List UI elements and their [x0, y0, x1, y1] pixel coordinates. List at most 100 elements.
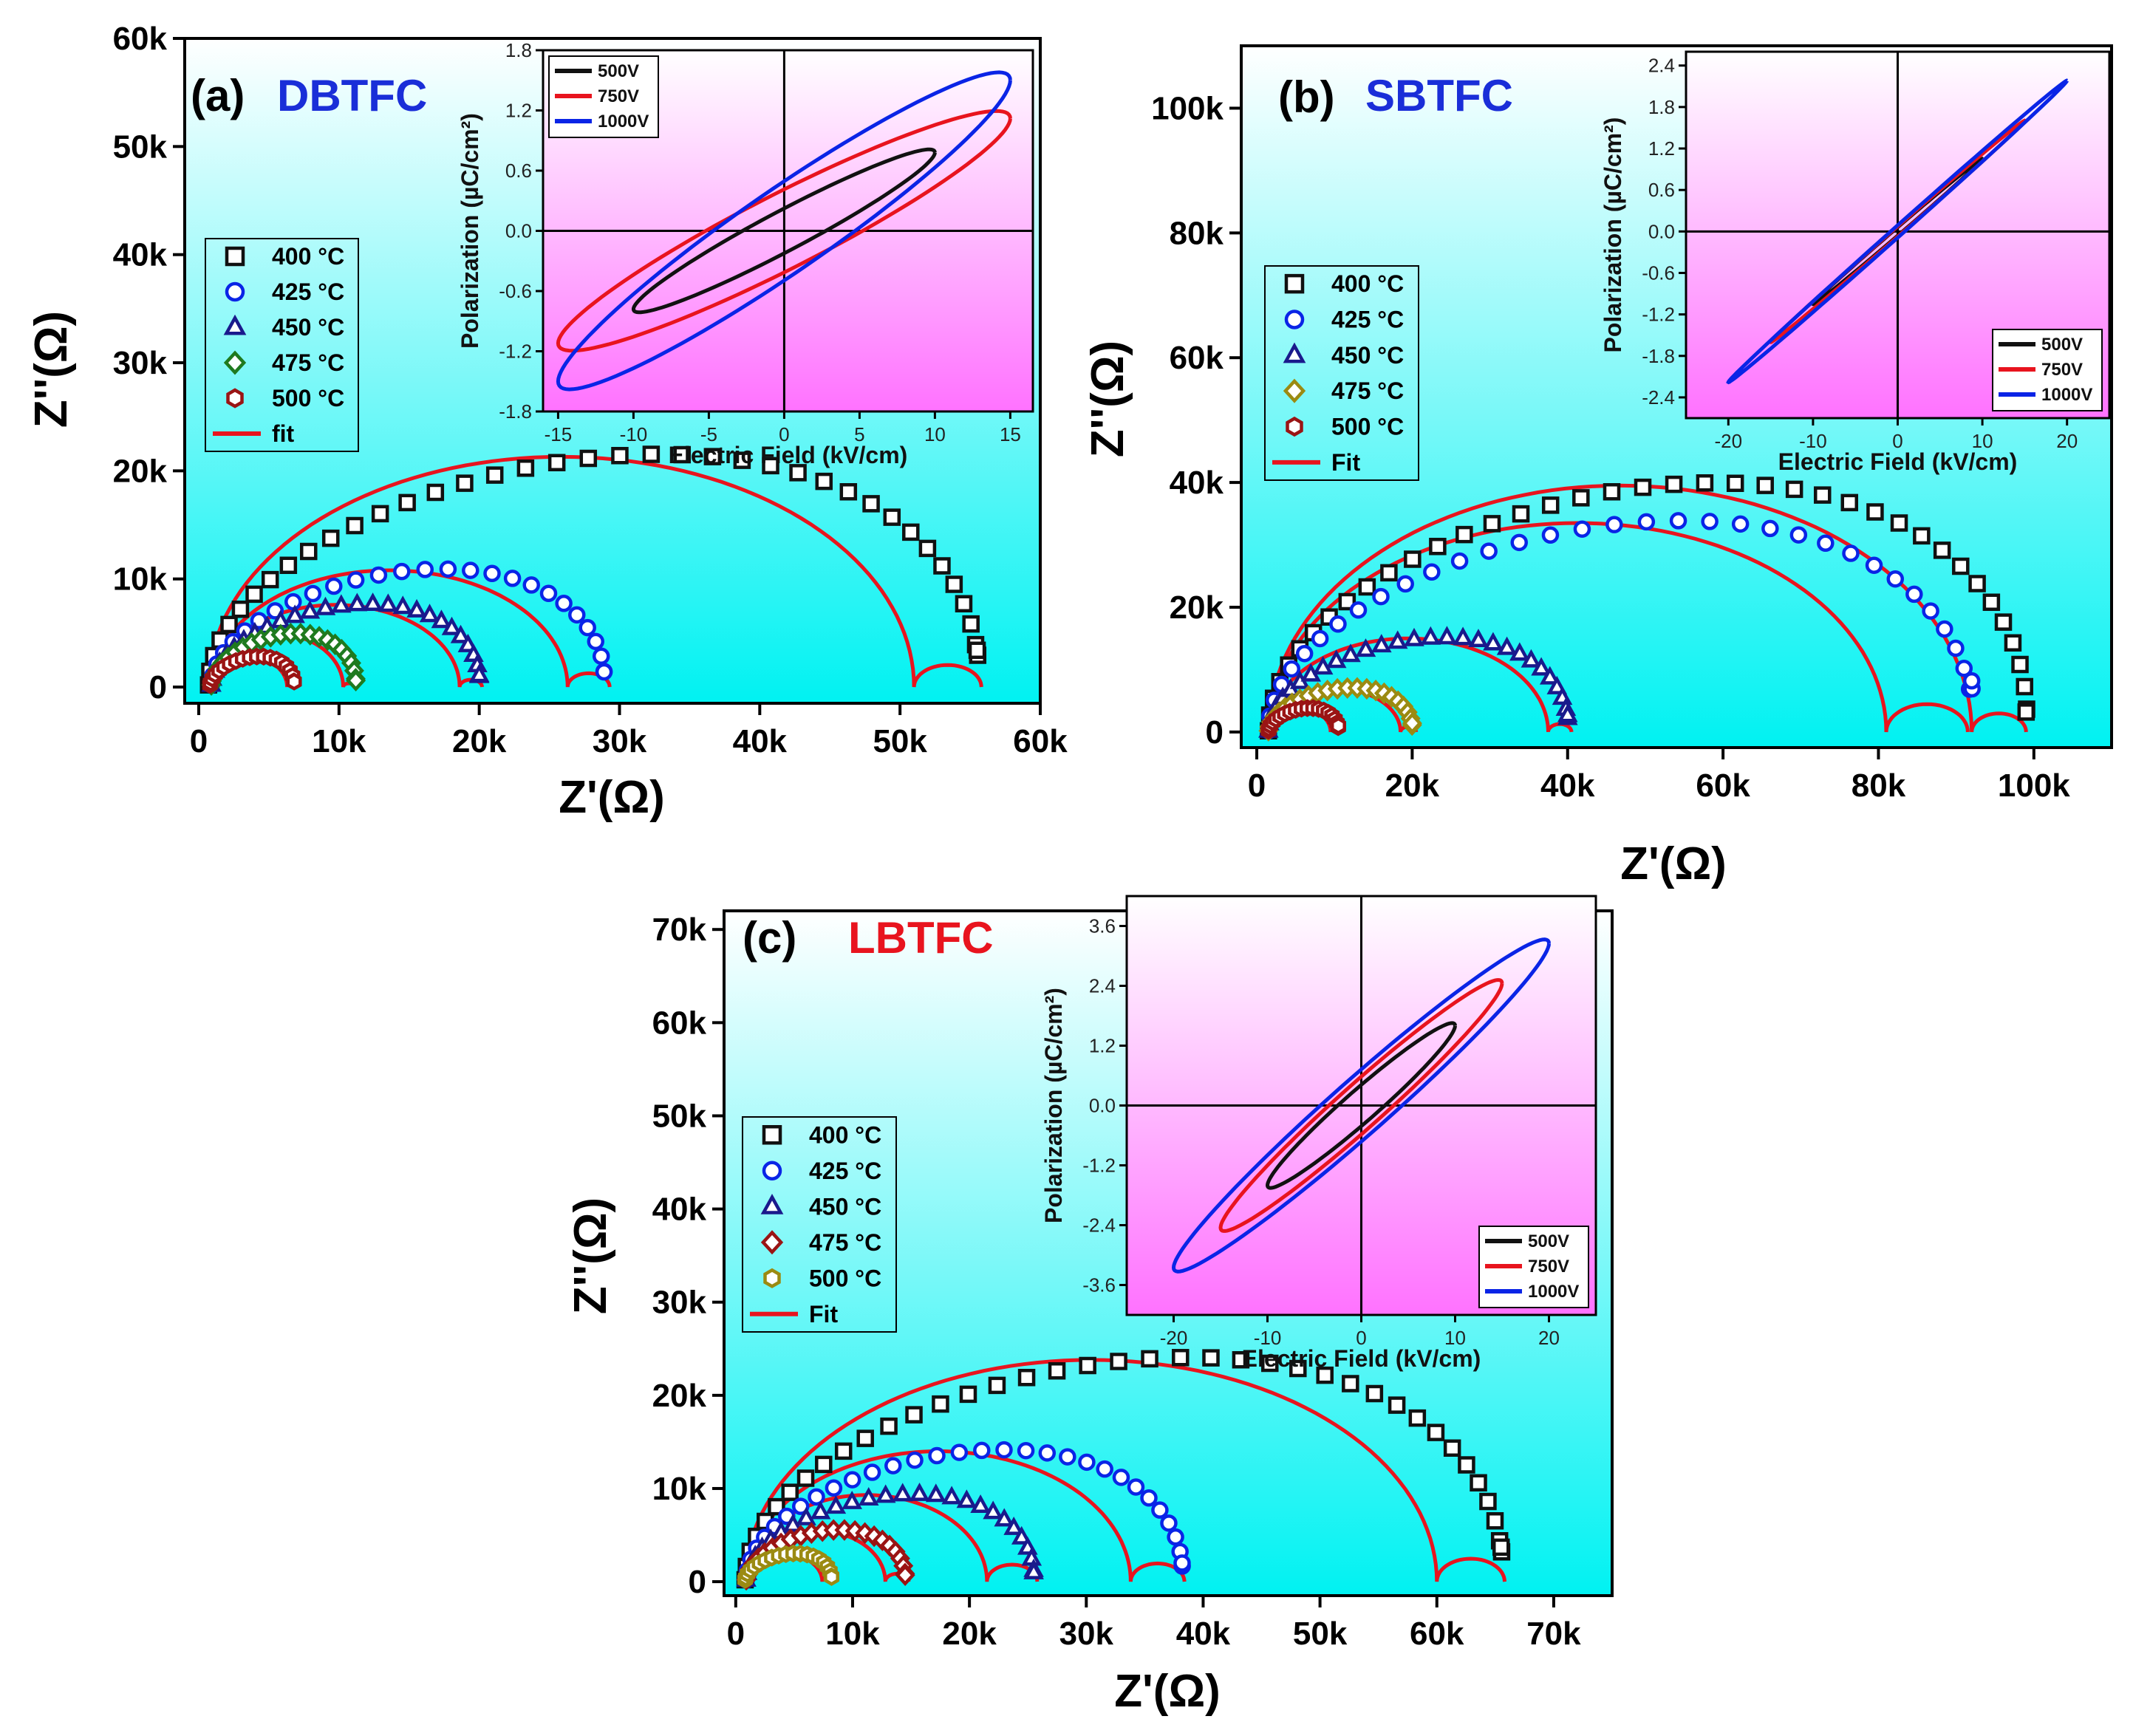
data-point [950, 1443, 969, 1461]
data-point [1761, 519, 1779, 538]
panel-material: SBTFC [1365, 71, 1513, 120]
data-point [522, 576, 540, 594]
data-point [1936, 620, 1953, 638]
data-point [1840, 493, 1858, 512]
data-point [810, 1500, 831, 1520]
inset-pe-loop: -15 -10 -5 0 5 10 15 -1.8 -1.2 -0.6 0.0 0.6 1.2 1.8 El… [457, 39, 1034, 468]
x-tick-label: 80k [1852, 768, 1906, 804]
panel-c: 0 10k 20k 30k 40k 50k 60k 70k 0 10k 20k 30k 40k 50k 60… [565, 895, 1614, 1717]
plot-frame [183, 37, 1042, 705]
inset-x-tick-label: 20 [1538, 1327, 1560, 1349]
data-point [1458, 1456, 1475, 1474]
data-point [611, 446, 629, 465]
data-point [1329, 615, 1347, 633]
data-point [1817, 534, 1835, 553]
data-point [1172, 1348, 1190, 1367]
data-point [1402, 712, 1422, 734]
inset-y-tick-label: 0.0 [1089, 1095, 1116, 1117]
data-point [1913, 527, 1931, 545]
x-tick-label: 70k [1526, 1616, 1581, 1652]
data-point [906, 1451, 924, 1469]
legend-marker [223, 350, 247, 375]
y-axis-title: Z''(Ω) [565, 1197, 616, 1314]
data-point [378, 593, 399, 612]
data-point [1866, 503, 1884, 521]
panel-b: 0 20k 40k 60k 80k 100k 0 20k 40k 60k 80k 100k Z'(Ω) Z… [1082, 44, 2113, 889]
inset-y-tick-label: -2.4 [1082, 1214, 1116, 1237]
inset-x-tick-label: 0 [1892, 430, 1902, 452]
data-point [539, 584, 558, 603]
data-point [789, 464, 807, 482]
legend-label: fit [272, 420, 295, 447]
inset-legend-label: 750V [1528, 1257, 1569, 1277]
data-point [1316, 1366, 1334, 1384]
panel-material: LBTFC [848, 913, 994, 963]
pe-loop-500v [1265, 1021, 1457, 1190]
y-tick-label: 20k [652, 1378, 707, 1414]
inset-x-tick-label: -5 [700, 423, 717, 445]
data-point [1813, 486, 1832, 504]
data-point [468, 663, 490, 683]
data-point [555, 595, 573, 612]
inset-y-tick-label: -1.2 [1642, 304, 1675, 326]
data-point [1141, 1350, 1158, 1368]
data-point [1048, 1362, 1066, 1380]
data-point [1096, 1460, 1113, 1478]
data-point [955, 595, 973, 613]
data-point [1140, 1489, 1158, 1507]
data-point [956, 1489, 977, 1508]
data-point [1955, 659, 1973, 677]
legend-label: 450 °C [1331, 342, 1404, 369]
data-point [450, 624, 471, 643]
data-point [1905, 585, 1923, 604]
data-point [1483, 632, 1504, 651]
legend-label: 450 °C [272, 314, 344, 341]
data-point [1283, 660, 1301, 678]
legend-label: 400 °C [809, 1121, 881, 1148]
data-point [1756, 476, 1774, 494]
data-point [299, 600, 321, 619]
data-point [416, 561, 434, 578]
fit-curve-1 [1266, 483, 2028, 733]
data-point [815, 472, 833, 491]
y-axis-title: Z''(Ω) [1082, 341, 1133, 457]
x-axis-title: Z'(Ω) [1114, 1666, 1221, 1717]
data-point [1110, 1353, 1127, 1370]
y-tick-label: 60k [1170, 340, 1224, 376]
data-point [1365, 1384, 1384, 1403]
data-point [1311, 629, 1329, 648]
data-point [1890, 514, 1908, 532]
legend-label: 500 °C [272, 385, 344, 411]
data-point [1509, 642, 1530, 661]
data-point [1726, 474, 1744, 493]
data-point [1429, 538, 1447, 556]
data-point [1330, 717, 1346, 735]
y-tick-label: 40k [1170, 465, 1224, 501]
data-point [2004, 634, 2022, 652]
inset-y-tick-label: 1.8 [505, 39, 532, 61]
data-point [315, 596, 336, 615]
data-point [1173, 1554, 1191, 1572]
y-tick-label: 50k [113, 129, 168, 165]
inset-y-tick-label: -1.2 [499, 341, 532, 363]
panel-label: (c) [743, 913, 796, 963]
data-point [839, 482, 858, 501]
inset-x-tick-label: 10 [924, 423, 946, 445]
data-point [933, 557, 951, 575]
y-tick-label: 0 [149, 669, 167, 705]
data-point [592, 647, 610, 666]
fit-curve-3 [1266, 636, 1574, 733]
data-point [1968, 575, 1986, 592]
data-point [1443, 1439, 1461, 1458]
data-point [1079, 1356, 1096, 1375]
x-tick-label: 60k [1696, 768, 1750, 804]
legend-marker [1283, 342, 1306, 363]
data-point [547, 454, 566, 471]
data-point [1450, 552, 1469, 570]
y-tick-label: 0 [689, 1564, 706, 1600]
data-point [1372, 587, 1390, 606]
legend-marker [760, 1230, 784, 1255]
data-point [325, 577, 343, 595]
y-tick-label: 80k [1170, 215, 1224, 251]
data-point [1167, 1528, 1184, 1546]
